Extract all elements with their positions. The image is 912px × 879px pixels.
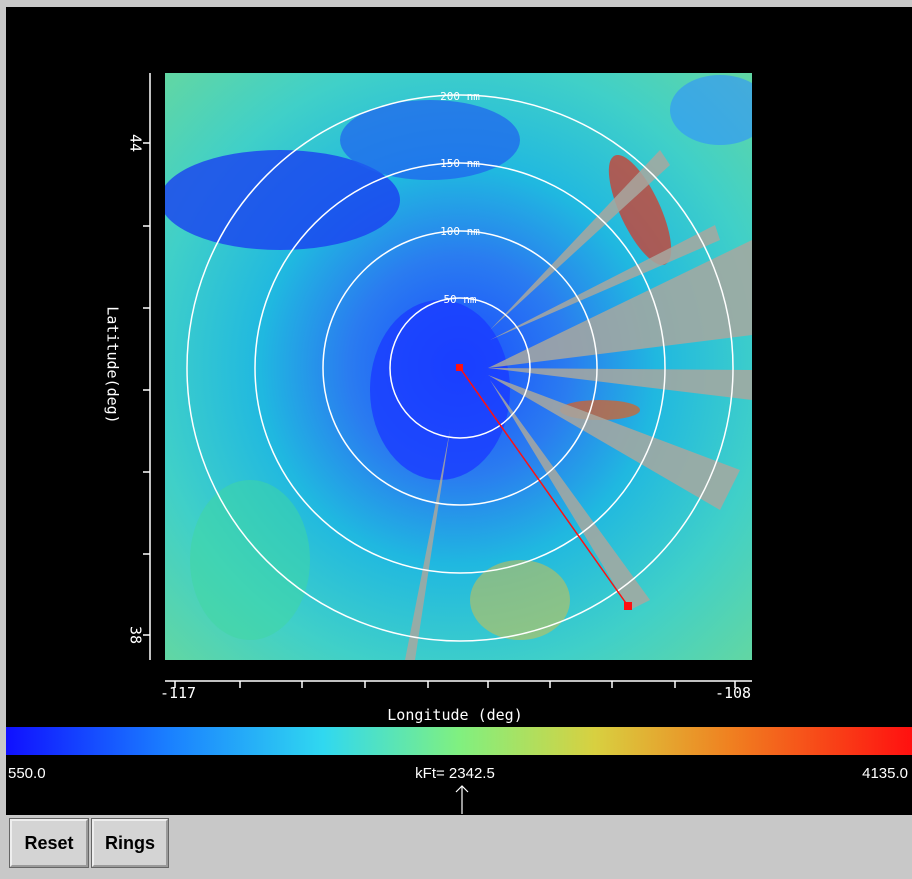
rings-button[interactable]: Rings (92, 819, 168, 867)
app: 50 nm 100 nm 150 nm 200 nm 44 38 Latitude(d… (0, 0, 912, 879)
y-axis-label: Latitude(deg) (104, 306, 122, 423)
colorbar-min: 550.0 (8, 765, 46, 782)
x-tick-label: -117 (160, 684, 196, 702)
colorbar (6, 727, 912, 755)
y-tick-label: 38 (127, 626, 145, 644)
ring-label: 200 nm (440, 90, 480, 103)
ring-label: 50 nm (443, 293, 476, 306)
readout: kFt= 2342.5 (415, 765, 495, 782)
ring-label: 150 nm (440, 157, 480, 170)
ring-label: 100 nm (440, 225, 480, 238)
viewer: 50 nm 100 nm 150 nm 200 nm 44 38 Latitude(d… (0, 0, 912, 815)
colorbar-max: 4135.0 (862, 765, 908, 782)
x-tick-label: -108 (715, 684, 751, 702)
y-tick-label: 44 (127, 134, 145, 152)
x-axis-label: Longitude (deg) (387, 706, 522, 724)
reset-button[interactable]: Reset (10, 819, 88, 867)
